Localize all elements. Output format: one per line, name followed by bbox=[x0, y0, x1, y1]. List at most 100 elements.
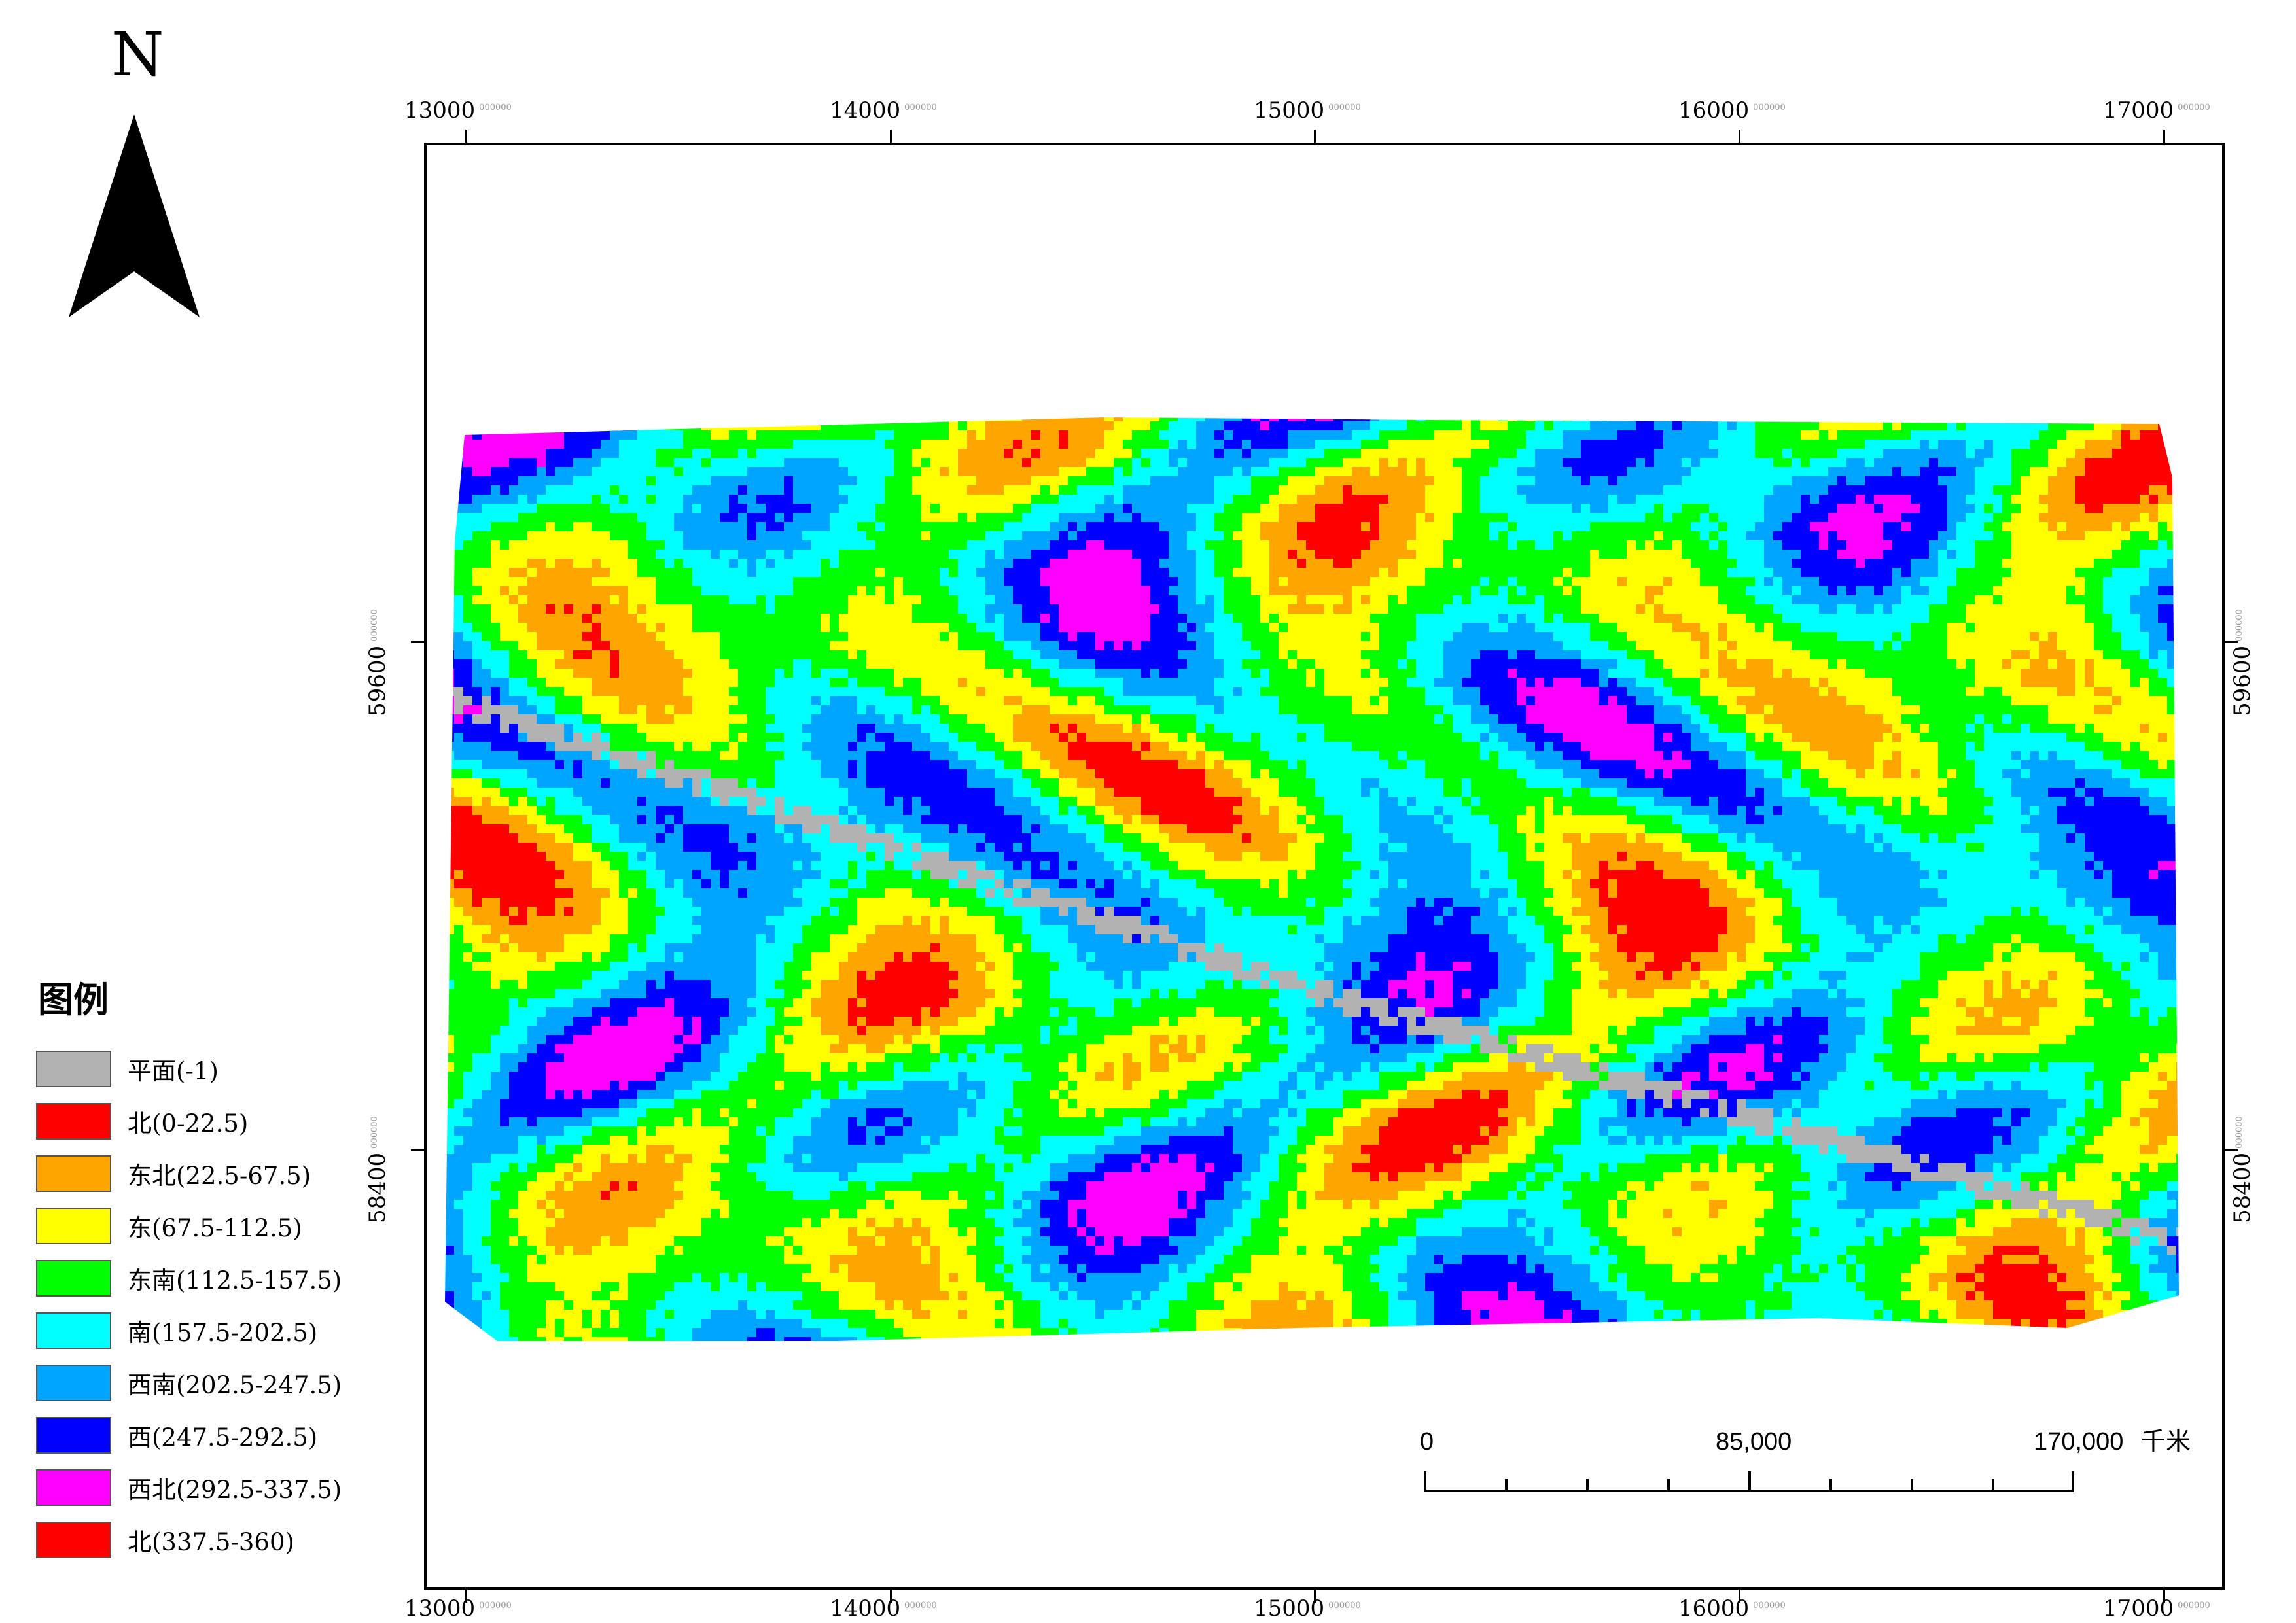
raster-cell bbox=[1901, 614, 1911, 623]
raster-cell bbox=[1315, 495, 1325, 504]
raster-cell bbox=[793, 577, 803, 587]
raster-cell bbox=[1792, 467, 1801, 477]
raster-cell bbox=[821, 504, 830, 514]
raster-cell bbox=[527, 623, 537, 633]
raster-cell bbox=[1462, 495, 1472, 504]
raster-cell bbox=[1837, 632, 1847, 642]
raster-cell bbox=[1956, 586, 1966, 596]
raster-cell bbox=[793, 504, 803, 514]
raster-cell bbox=[866, 595, 876, 605]
raster-cell bbox=[747, 632, 757, 642]
raster-cell bbox=[518, 632, 528, 642]
raster-cell bbox=[1663, 476, 1673, 486]
raster-cell bbox=[463, 522, 473, 532]
raster-cell bbox=[1572, 476, 1581, 486]
raster-cell bbox=[1672, 568, 1682, 578]
aspect-raster-map[interactable] bbox=[445, 412, 2179, 1341]
raster-cell bbox=[793, 568, 803, 578]
raster-cell bbox=[2075, 513, 2085, 523]
raster-cell bbox=[1443, 559, 1453, 568]
raster-cell bbox=[674, 568, 684, 578]
raster-cell bbox=[1947, 540, 1957, 550]
raster-cell bbox=[1700, 430, 1710, 440]
raster-cell bbox=[454, 632, 464, 642]
raster-cell bbox=[976, 540, 986, 550]
raster-cell bbox=[1837, 577, 1847, 587]
raster-cell bbox=[1672, 495, 1682, 504]
raster-cell bbox=[2085, 641, 2094, 651]
raster-cell bbox=[1425, 449, 1435, 459]
raster-cell bbox=[628, 531, 638, 541]
raster-cell bbox=[912, 595, 922, 605]
raster-cell bbox=[1929, 586, 1939, 596]
raster-cell bbox=[848, 417, 858, 422]
raster-cell bbox=[1343, 495, 1352, 504]
raster-cell bbox=[912, 421, 922, 431]
raster-cell bbox=[518, 430, 528, 440]
raster-cell bbox=[985, 421, 995, 431]
raster-cell bbox=[2039, 531, 2049, 541]
raster-cell bbox=[1178, 476, 1188, 486]
raster-cell bbox=[619, 531, 629, 541]
raster-cell bbox=[995, 485, 1004, 495]
raster-cell bbox=[692, 623, 702, 633]
raster-cell bbox=[1315, 641, 1325, 651]
raster-cell bbox=[1114, 467, 1123, 477]
raster-cell bbox=[2176, 449, 2179, 459]
raster-cell bbox=[802, 522, 812, 532]
raster-cell bbox=[1141, 577, 1151, 587]
raster-cell bbox=[1553, 467, 1563, 477]
raster-cell bbox=[2048, 522, 2058, 532]
raster-cell bbox=[1764, 641, 1774, 651]
raster-cell bbox=[793, 559, 803, 568]
raster-cell bbox=[766, 417, 775, 422]
raster-cell bbox=[2140, 449, 2149, 459]
raster-cell bbox=[1966, 440, 1975, 449]
raster-cell bbox=[1691, 476, 1701, 486]
raster-cell bbox=[912, 495, 922, 504]
raster-cell bbox=[1984, 531, 1994, 541]
raster-cell bbox=[940, 531, 949, 541]
raster-cell bbox=[1700, 476, 1710, 486]
raster-cell bbox=[527, 550, 537, 559]
raster-cell bbox=[1792, 550, 1801, 559]
raster-cell bbox=[958, 586, 968, 596]
raster-cell bbox=[2176, 467, 2179, 477]
raster-cell bbox=[1810, 417, 1820, 422]
raster-cell bbox=[995, 623, 1004, 633]
raster-cell bbox=[573, 458, 583, 468]
raster-cell bbox=[555, 467, 565, 477]
raster-cell bbox=[1709, 531, 1719, 541]
raster-cell bbox=[1434, 430, 1444, 440]
raster-cell bbox=[1966, 595, 1975, 605]
raster-cell bbox=[445, 641, 455, 651]
raster-cell bbox=[802, 485, 812, 495]
raster-cell bbox=[445, 417, 455, 422]
raster-cell bbox=[1104, 577, 1114, 587]
raster-cell bbox=[875, 577, 885, 587]
raster-cell bbox=[1627, 568, 1636, 578]
raster-cell bbox=[1398, 540, 1407, 550]
raster-cell bbox=[1544, 531, 1554, 541]
raster-cell bbox=[1333, 586, 1343, 596]
raster-cell bbox=[1984, 476, 1994, 486]
raster-cell bbox=[1416, 577, 1426, 587]
raster-cell bbox=[848, 504, 858, 514]
raster-cell bbox=[628, 632, 638, 642]
raster-cell bbox=[1104, 614, 1114, 623]
raster-cell bbox=[1672, 458, 1682, 468]
raster-cell bbox=[518, 458, 528, 468]
raster-cell bbox=[1407, 559, 1417, 568]
raster-cell bbox=[1883, 417, 1893, 422]
raster-cell bbox=[1627, 614, 1636, 623]
raster-cell bbox=[1782, 559, 1792, 568]
raster-cell bbox=[1187, 632, 1197, 642]
raster-cell bbox=[2066, 504, 2076, 514]
raster-cell bbox=[1627, 531, 1636, 541]
raster-cell bbox=[1709, 632, 1719, 642]
raster-cell bbox=[766, 504, 775, 514]
raster-cell bbox=[1810, 604, 1820, 614]
raster-cell bbox=[1388, 458, 1398, 468]
raster-cell bbox=[1279, 421, 1288, 431]
raster-cell bbox=[2167, 614, 2177, 623]
